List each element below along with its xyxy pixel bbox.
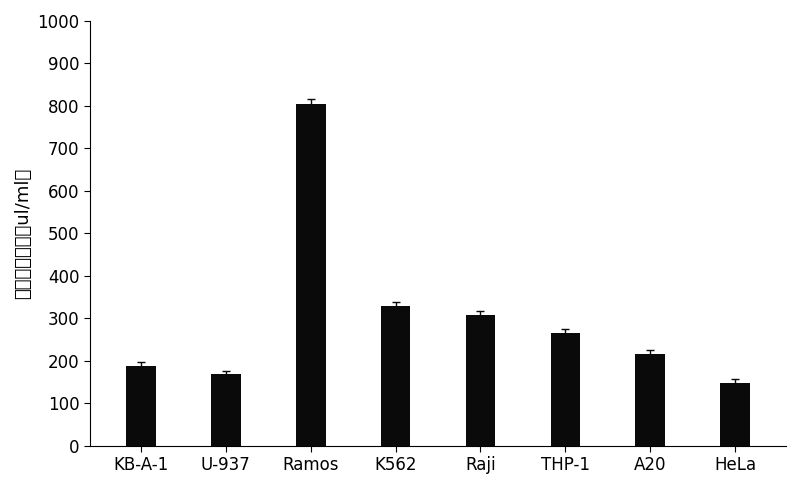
Bar xyxy=(381,306,410,446)
Bar xyxy=(296,104,326,446)
Bar xyxy=(635,354,665,446)
Bar xyxy=(550,333,580,446)
Bar xyxy=(466,315,495,446)
Bar xyxy=(720,383,750,446)
Bar xyxy=(211,374,241,446)
Bar xyxy=(126,366,156,446)
Y-axis label: 半数抑制浓度（ul/ml）: 半数抑制浓度（ul/ml） xyxy=(14,168,32,299)
